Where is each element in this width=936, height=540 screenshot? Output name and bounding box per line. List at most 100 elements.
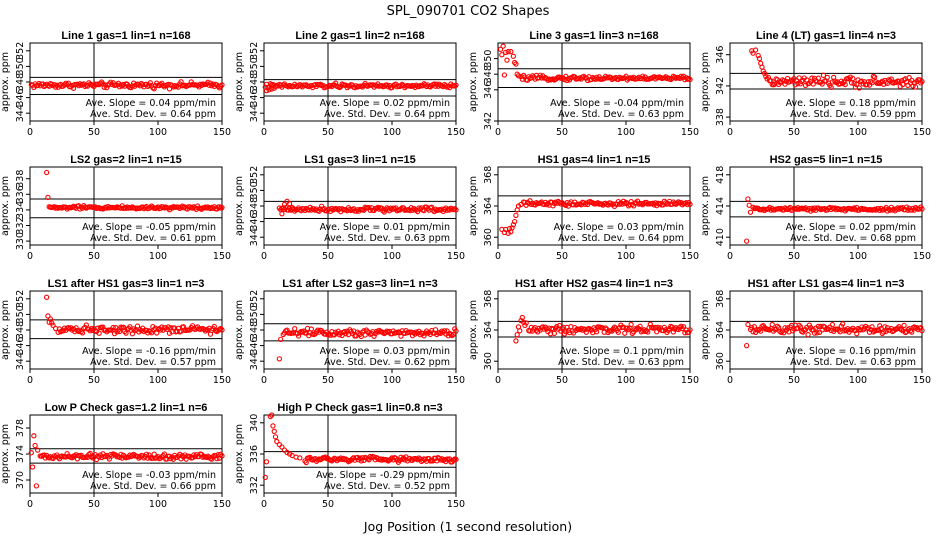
data-point [161, 451, 168, 457]
x-tick-label: 100 [617, 127, 635, 138]
data-point [151, 86, 157, 92]
x-tick-label: 0 [727, 375, 733, 386]
data-point [687, 201, 693, 207]
data-point [841, 328, 847, 334]
y-tick-label: 364 [483, 197, 494, 215]
x-tick-label: 0 [27, 499, 33, 510]
data-point [207, 80, 214, 86]
y-tick-label: 360 [483, 228, 494, 246]
data-point [774, 323, 781, 329]
y-tick-label: 344 [15, 104, 26, 122]
data-series [28, 433, 225, 489]
data-series [749, 47, 925, 91]
data-point [856, 85, 862, 91]
data-point [129, 331, 136, 337]
data-point [179, 453, 185, 459]
data-point [750, 329, 756, 335]
data-point [643, 328, 650, 334]
data-point [551, 330, 557, 337]
data-point [778, 329, 784, 335]
y-tick-label: 344 [249, 352, 260, 370]
data-point [506, 225, 513, 232]
std-dev-annotation: Ave. Std. Dev. = 0.66 ppm [90, 481, 216, 492]
data-point [386, 208, 393, 214]
y-tick-label: 410 [715, 228, 726, 246]
slope-annotation: Ave. Slope = -0.29 ppm/min [316, 470, 450, 481]
y-axis-label: approx. ppm [234, 52, 245, 112]
data-point [212, 453, 219, 459]
data-point [842, 81, 848, 88]
data-point [554, 323, 560, 330]
panel-title: LS1 after LS2 gas=3 lin=1 n=3 [282, 278, 438, 290]
x-tick-label: 150 [213, 499, 231, 510]
panel-title: Line 2 gas=1 lin=2 n=168 [295, 30, 424, 42]
y-tick-label: 348 [15, 321, 26, 339]
data-point [622, 330, 628, 336]
y-tick-label: 364 [715, 321, 726, 339]
std-dev-annotation: Ave. Std. Dev. = 0.52 ppm [324, 481, 450, 492]
y-tick-label: 414 [715, 197, 726, 215]
y-axis-label: approx. ppm [700, 52, 711, 112]
data-point [453, 82, 459, 88]
y-tick-label: 332 [249, 476, 260, 494]
data-point [751, 324, 757, 330]
y-axis-label: approx. ppm [234, 176, 245, 236]
data-point [869, 324, 875, 330]
y-tick-label: 352 [15, 42, 26, 60]
x-tick-label: 50 [88, 499, 100, 510]
data-point [647, 321, 653, 327]
data-point [413, 329, 419, 335]
panel-title: Line 3 gas=1 lin=3 n=168 [529, 30, 658, 42]
y-tick-label: 348 [483, 65, 494, 83]
data-point [543, 326, 550, 332]
data-point [202, 328, 209, 334]
data-point [189, 454, 196, 461]
y-tick-label: 340 [249, 414, 260, 432]
data-point [510, 222, 517, 228]
data-point [116, 454, 123, 461]
data-series [513, 314, 693, 344]
slope-annotation: Ave. Slope = 0.04 ppm/min [86, 98, 216, 109]
data-point [756, 55, 763, 62]
data-point [49, 81, 55, 87]
data-point [616, 201, 623, 207]
data-point [508, 48, 514, 55]
x-tick-label: 50 [322, 127, 334, 138]
y-axis-label: approx. ppm [700, 300, 711, 360]
data-point [850, 75, 856, 82]
data-point [216, 204, 223, 210]
data-point [510, 53, 517, 59]
data-series [43, 169, 225, 213]
y-axis-label: approx. ppm [468, 300, 479, 360]
data-point [631, 203, 637, 209]
y-axis-label: approx. ppm [0, 300, 11, 360]
data-point [624, 325, 630, 331]
y-tick-label: 346 [715, 46, 726, 64]
x-tick-label: 100 [149, 251, 167, 262]
y-tick-label: 338 [715, 108, 726, 126]
data-point [308, 326, 315, 332]
y-axis-label: approx. ppm [234, 300, 245, 360]
data-point [453, 328, 459, 334]
panel-title: HS1 after HS2 gas=4 lin=1 n=3 [515, 278, 673, 290]
y-tick-label: 364 [483, 321, 494, 339]
panel-9: LS1 after HS1 gas=3 lin=1 n=3 approx. ppm… [0, 278, 231, 386]
data-point [505, 48, 511, 55]
data-point [209, 456, 215, 462]
x-tick-label: 50 [88, 251, 100, 262]
data-point [115, 327, 121, 333]
data-point [449, 332, 455, 339]
data-point [189, 323, 196, 329]
data-point [602, 325, 609, 331]
data-point [134, 323, 141, 329]
data-point [901, 322, 907, 329]
std-dev-annotation: Ave. Std. Dev. = 0.61 ppm [90, 233, 216, 244]
data-point [165, 324, 171, 330]
std-dev-annotation: Ave. Std. Dev. = 0.68 ppm [790, 233, 916, 244]
data-point [880, 329, 887, 335]
data-point [263, 459, 270, 465]
data-point [905, 327, 911, 333]
y-tick-label: 368 [483, 166, 494, 184]
data-point [687, 327, 693, 333]
data-point [919, 206, 925, 212]
